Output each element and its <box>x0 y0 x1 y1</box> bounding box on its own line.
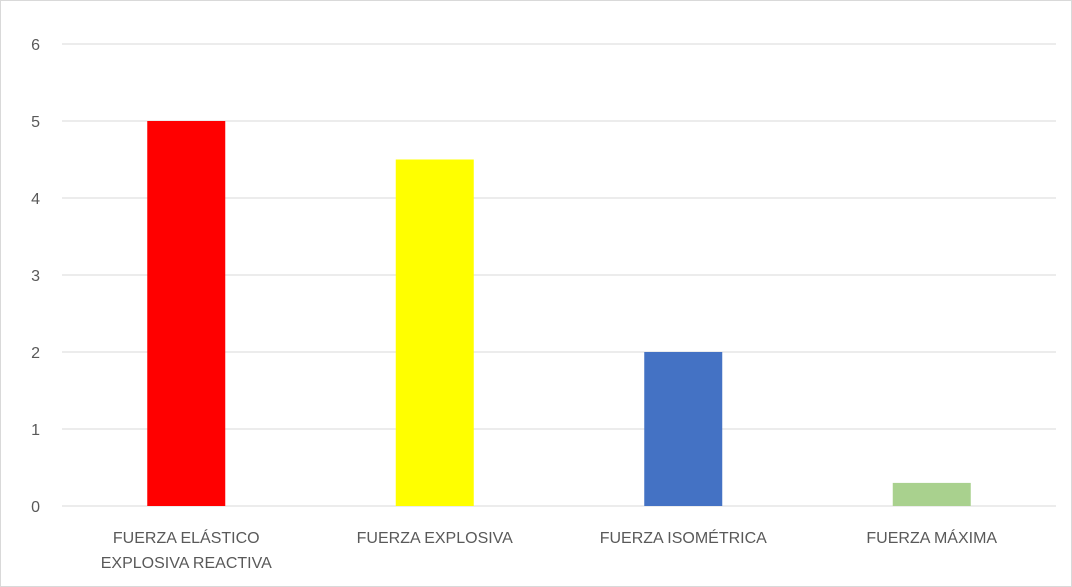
bar <box>644 352 723 506</box>
category-label: EXPLOSIVA REACTIVA <box>101 555 272 572</box>
bar <box>892 482 971 506</box>
y-tick-label: 0 <box>31 499 40 516</box>
category-label: FUERZA ELÁSTICO <box>113 528 260 547</box>
y-tick-label: 1 <box>31 422 40 439</box>
y-tick-label: 5 <box>31 114 40 131</box>
y-tick-label: 2 <box>31 345 40 362</box>
category-label: FUERZA MÁXIMA <box>866 528 997 547</box>
grid-layer <box>62 43 1056 507</box>
y-tick-label: 4 <box>31 191 40 208</box>
y-tick-label: 6 <box>31 37 40 54</box>
bar-layer <box>147 121 971 506</box>
bar <box>395 159 474 506</box>
bar <box>147 121 226 506</box>
y-axis-ticks: 0 1 2 3 4 5 6 <box>31 37 40 516</box>
category-label: FUERZA EXPLOSIVA <box>357 530 514 547</box>
category-label: FUERZA ISOMÉTRICA <box>600 528 767 547</box>
y-tick-label: 3 <box>31 268 40 285</box>
x-axis-categories: FUERZA ELÁSTICO EXPLOSIVA REACTIVA FUERZA … <box>101 528 998 572</box>
